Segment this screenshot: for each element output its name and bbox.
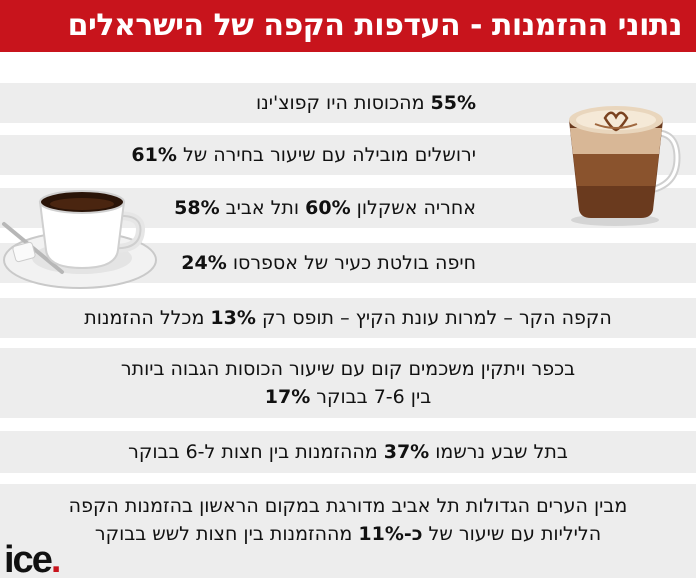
stat-value: 55% <box>430 92 476 114</box>
stat-text: ירושלים מובילה עם שיעור בחירה של <box>176 144 476 166</box>
logo-dot: . <box>50 539 61 581</box>
stat-value: כ-11% <box>358 523 423 545</box>
stat-row-kfar-vitkin: בכפר ויתקין משכמים קום עם שיעור הכוסות ה… <box>0 348 696 418</box>
stat-text-line: בין 7-6 בבוקר 17% <box>0 383 696 411</box>
stat-text: הליליות עם שיעור של <box>422 523 602 545</box>
stat-text-line: הליליות עם שיעור של כ-11% מההזמנות בין ח… <box>0 520 696 548</box>
stat-value: 24% <box>181 252 227 274</box>
stat-row-tel-sheva: בתל שבע נרשמו 37% מההזמנות בין חצות ל-6 … <box>0 431 696 473</box>
stat-text: מהכוסות היו קפוצ'ינו <box>255 92 431 114</box>
page-title: נתוני ההזמנות - העדפות הקפה של הישראלים <box>0 0 696 52</box>
stat-row-tel-aviv-night: מבין הערים הגדולות תל אביב מדורגת במקום … <box>0 484 696 578</box>
stat-text: ותל אביב <box>219 197 306 219</box>
cappuccino-glass-icon <box>569 106 681 226</box>
stat-value: 60% <box>305 197 351 219</box>
stat-row-cappuccino: 55% מהכוסות היו קפוצ'ינו <box>0 83 696 123</box>
stat-value: 17% <box>264 386 311 408</box>
ice-logo: ice. <box>4 539 61 581</box>
stat-text: מההזמנות בין חצות לשש בבוקר <box>94 523 359 545</box>
stat-text: בתל שבע נרשמו <box>429 441 568 463</box>
stat-value: 61% <box>131 144 177 166</box>
stat-row-iced-coffee: הקפה הקר – למרות עונת הקיץ – תופס רק 13%… <box>0 298 696 338</box>
espresso-cup-icon <box>2 190 157 289</box>
stat-value: 37% <box>383 441 430 463</box>
stat-text: הקפה הקר – למרות עונת הקיץ – תופס רק <box>255 307 612 329</box>
stat-text: מכלל ההזמנות <box>84 307 211 329</box>
stat-text: בין 7-6 בבוקר <box>310 386 432 408</box>
stat-text: אחריה אשקלון <box>350 197 476 219</box>
stat-value: 13% <box>210 307 256 329</box>
logo-text: ice <box>4 539 53 581</box>
stat-value: 58% <box>174 197 220 219</box>
stat-text: חיפה בולטת כעיר של אספרסו <box>226 252 476 274</box>
stat-text-line: בכפר ויתקין משכמים קום עם שיעור הכוסות ה… <box>120 358 576 380</box>
stat-text: מההזמנות בין חצות ל-6 בבוקר <box>128 441 384 463</box>
stat-text-line: מבין הערים הגדולות תל אביב מדורגת במקום … <box>68 495 628 517</box>
